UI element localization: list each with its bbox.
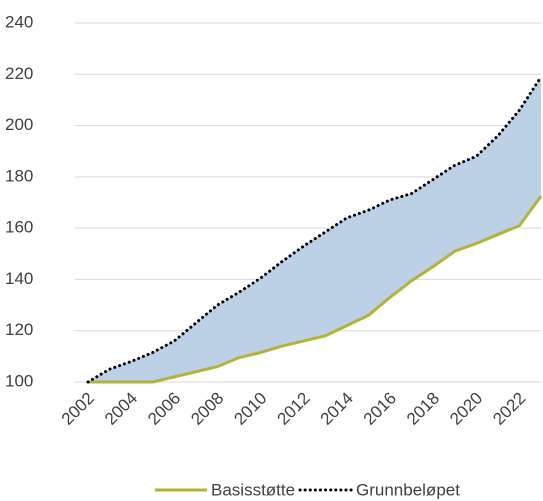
x-tick-label: 2018 (403, 389, 443, 429)
y-tick-label: 200 (5, 115, 33, 134)
legend-label: Grunnbeløpet (356, 480, 460, 499)
y-tick-label: 240 (5, 12, 33, 31)
y-tick-label: 140 (5, 269, 33, 288)
series-line (86, 75, 543, 384)
x-tick-label: 2010 (230, 389, 270, 429)
x-tick-label: 2020 (446, 389, 486, 429)
x-tick-label: 2008 (187, 389, 227, 429)
y-tick-label: 220 (5, 64, 33, 83)
x-tick-label: 2022 (489, 389, 529, 429)
x-tick-label: 2014 (317, 389, 357, 429)
y-tick-label: 120 (5, 320, 33, 339)
x-tick-label: 2002 (58, 389, 98, 429)
x-tick-label: 2006 (144, 389, 184, 429)
y-tick-label: 100 (5, 371, 33, 390)
x-tick-label: 2012 (274, 389, 314, 429)
legend-label: Basisstøtte (211, 480, 295, 499)
y-tick-label: 160 (5, 218, 33, 237)
y-tick-label: 180 (5, 166, 33, 185)
x-tick-label: 2004 (101, 389, 141, 429)
gap-area (88, 76, 541, 382)
series-line (88, 195, 543, 384)
x-tick-label: 2016 (360, 389, 400, 429)
